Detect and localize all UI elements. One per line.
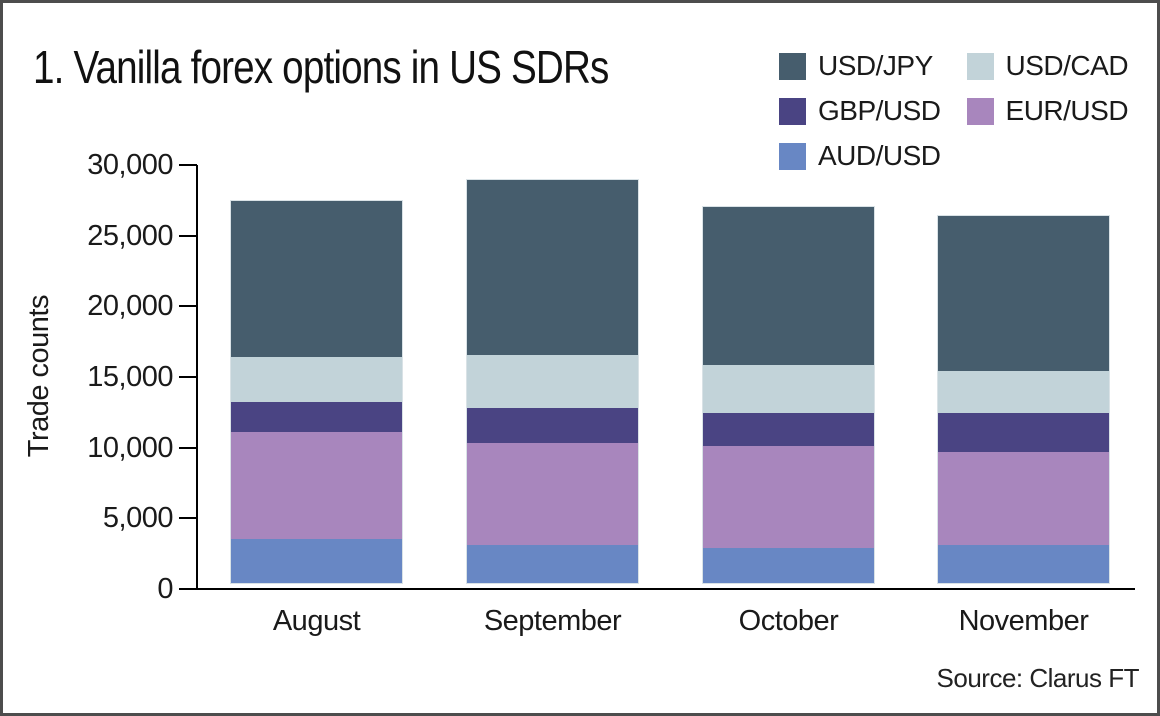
bar-segment-gbp-usd-october — [703, 413, 874, 446]
bar-segment-aud-usd-august — [231, 539, 402, 583]
y-tick-label-20000: 20,000 — [87, 290, 173, 323]
legend-label-usd-cad: USD/CAD — [1005, 50, 1129, 81]
legend-label-eur-usd: EUR/USD — [1005, 95, 1129, 126]
y-tick-mark-15000 — [179, 376, 197, 378]
bar-segment-usd-jpy-august — [231, 201, 402, 357]
bar-segment-eur-usd-september — [467, 443, 638, 545]
bar-segment-eur-usd-november — [938, 451, 1109, 545]
legend-item-aud-usd: AUD/USD — [779, 141, 941, 171]
bar-segment-gbp-usd-august — [231, 402, 402, 432]
legend-label-gbp-usd: GBP/USD — [818, 95, 941, 126]
bar-october — [702, 206, 875, 584]
bar-segment-usd-cad-november — [938, 371, 1109, 414]
legend-swatch-usd-jpy — [779, 52, 806, 80]
x-axis-line — [179, 588, 1135, 590]
legend: USD/JPY USD/CAD GBP/USD EUR/USD AUD/USD — [779, 50, 1129, 171]
bar-segment-usd-jpy-october — [703, 207, 874, 366]
x-axis-label-august: August — [272, 605, 361, 637]
legend-swatch-gbp-usd — [779, 97, 806, 125]
legend-item-eur-usd: EUR/USD — [966, 95, 1129, 126]
y-tick-label-5000: 5,000 — [102, 502, 174, 535]
x-axis-label-november: November — [958, 605, 1089, 637]
bar-november — [937, 214, 1110, 585]
legend-swatch-aud-usd — [779, 142, 806, 170]
y-tick-mark-5000 — [179, 517, 197, 520]
legend-swatch-eur-usd — [966, 97, 994, 125]
y-tick-label-30000: 30,000 — [87, 149, 173, 181]
bar-segment-aud-usd-november — [938, 544, 1109, 583]
y-tick-mark-20000 — [179, 305, 197, 308]
bar-segment-usd-cad-october — [703, 365, 874, 414]
bar-segment-usd-jpy-september — [467, 180, 638, 356]
x-axis-label-september: September — [483, 605, 622, 637]
bar-segment-usd-cad-september — [467, 355, 638, 408]
x-axis-label-october: October — [738, 605, 839, 637]
chart-title: 1. Vanilla forex options in US SDRs — [33, 41, 609, 93]
bar-august — [230, 200, 403, 584]
bar-segment-aud-usd-october — [703, 547, 874, 583]
legend-item-gbp-usd: GBP/USD — [779, 96, 941, 126]
y-tick-mark-10000 — [179, 446, 197, 449]
legend-item-usd-cad: USD/CAD — [966, 50, 1129, 81]
y-tick-label-15000: 15,000 — [87, 361, 173, 393]
bar-segment-eur-usd-august — [231, 431, 402, 540]
y-tick-label-25000: 25,000 — [87, 219, 173, 252]
y-tick-label-10000: 10,000 — [87, 431, 173, 464]
bar-september — [466, 179, 639, 584]
bar-segment-usd-cad-august — [231, 356, 402, 403]
y-tick-mark-25000 — [179, 234, 197, 237]
legend-swatch-usd-cad — [966, 52, 994, 80]
legend-label-usd-jpy: USD/JPY — [818, 50, 933, 81]
legend-label-aud-usd: AUD/USD — [818, 140, 941, 171]
bar-segment-gbp-usd-november — [938, 413, 1109, 452]
bar-segment-gbp-usd-september — [467, 407, 638, 444]
y-tick-label-0: 0 — [157, 573, 173, 605]
bar-segment-eur-usd-october — [703, 445, 874, 548]
y-axis-line — [196, 165, 198, 590]
bar-segment-usd-jpy-november — [938, 215, 1109, 371]
legend-item-usd-jpy: USD/JPY — [779, 51, 941, 81]
bar-segment-aud-usd-september — [467, 544, 638, 583]
source-note: Source: Clarus FT — [936, 663, 1140, 693]
y-tick-mark-30000 — [179, 164, 197, 166]
